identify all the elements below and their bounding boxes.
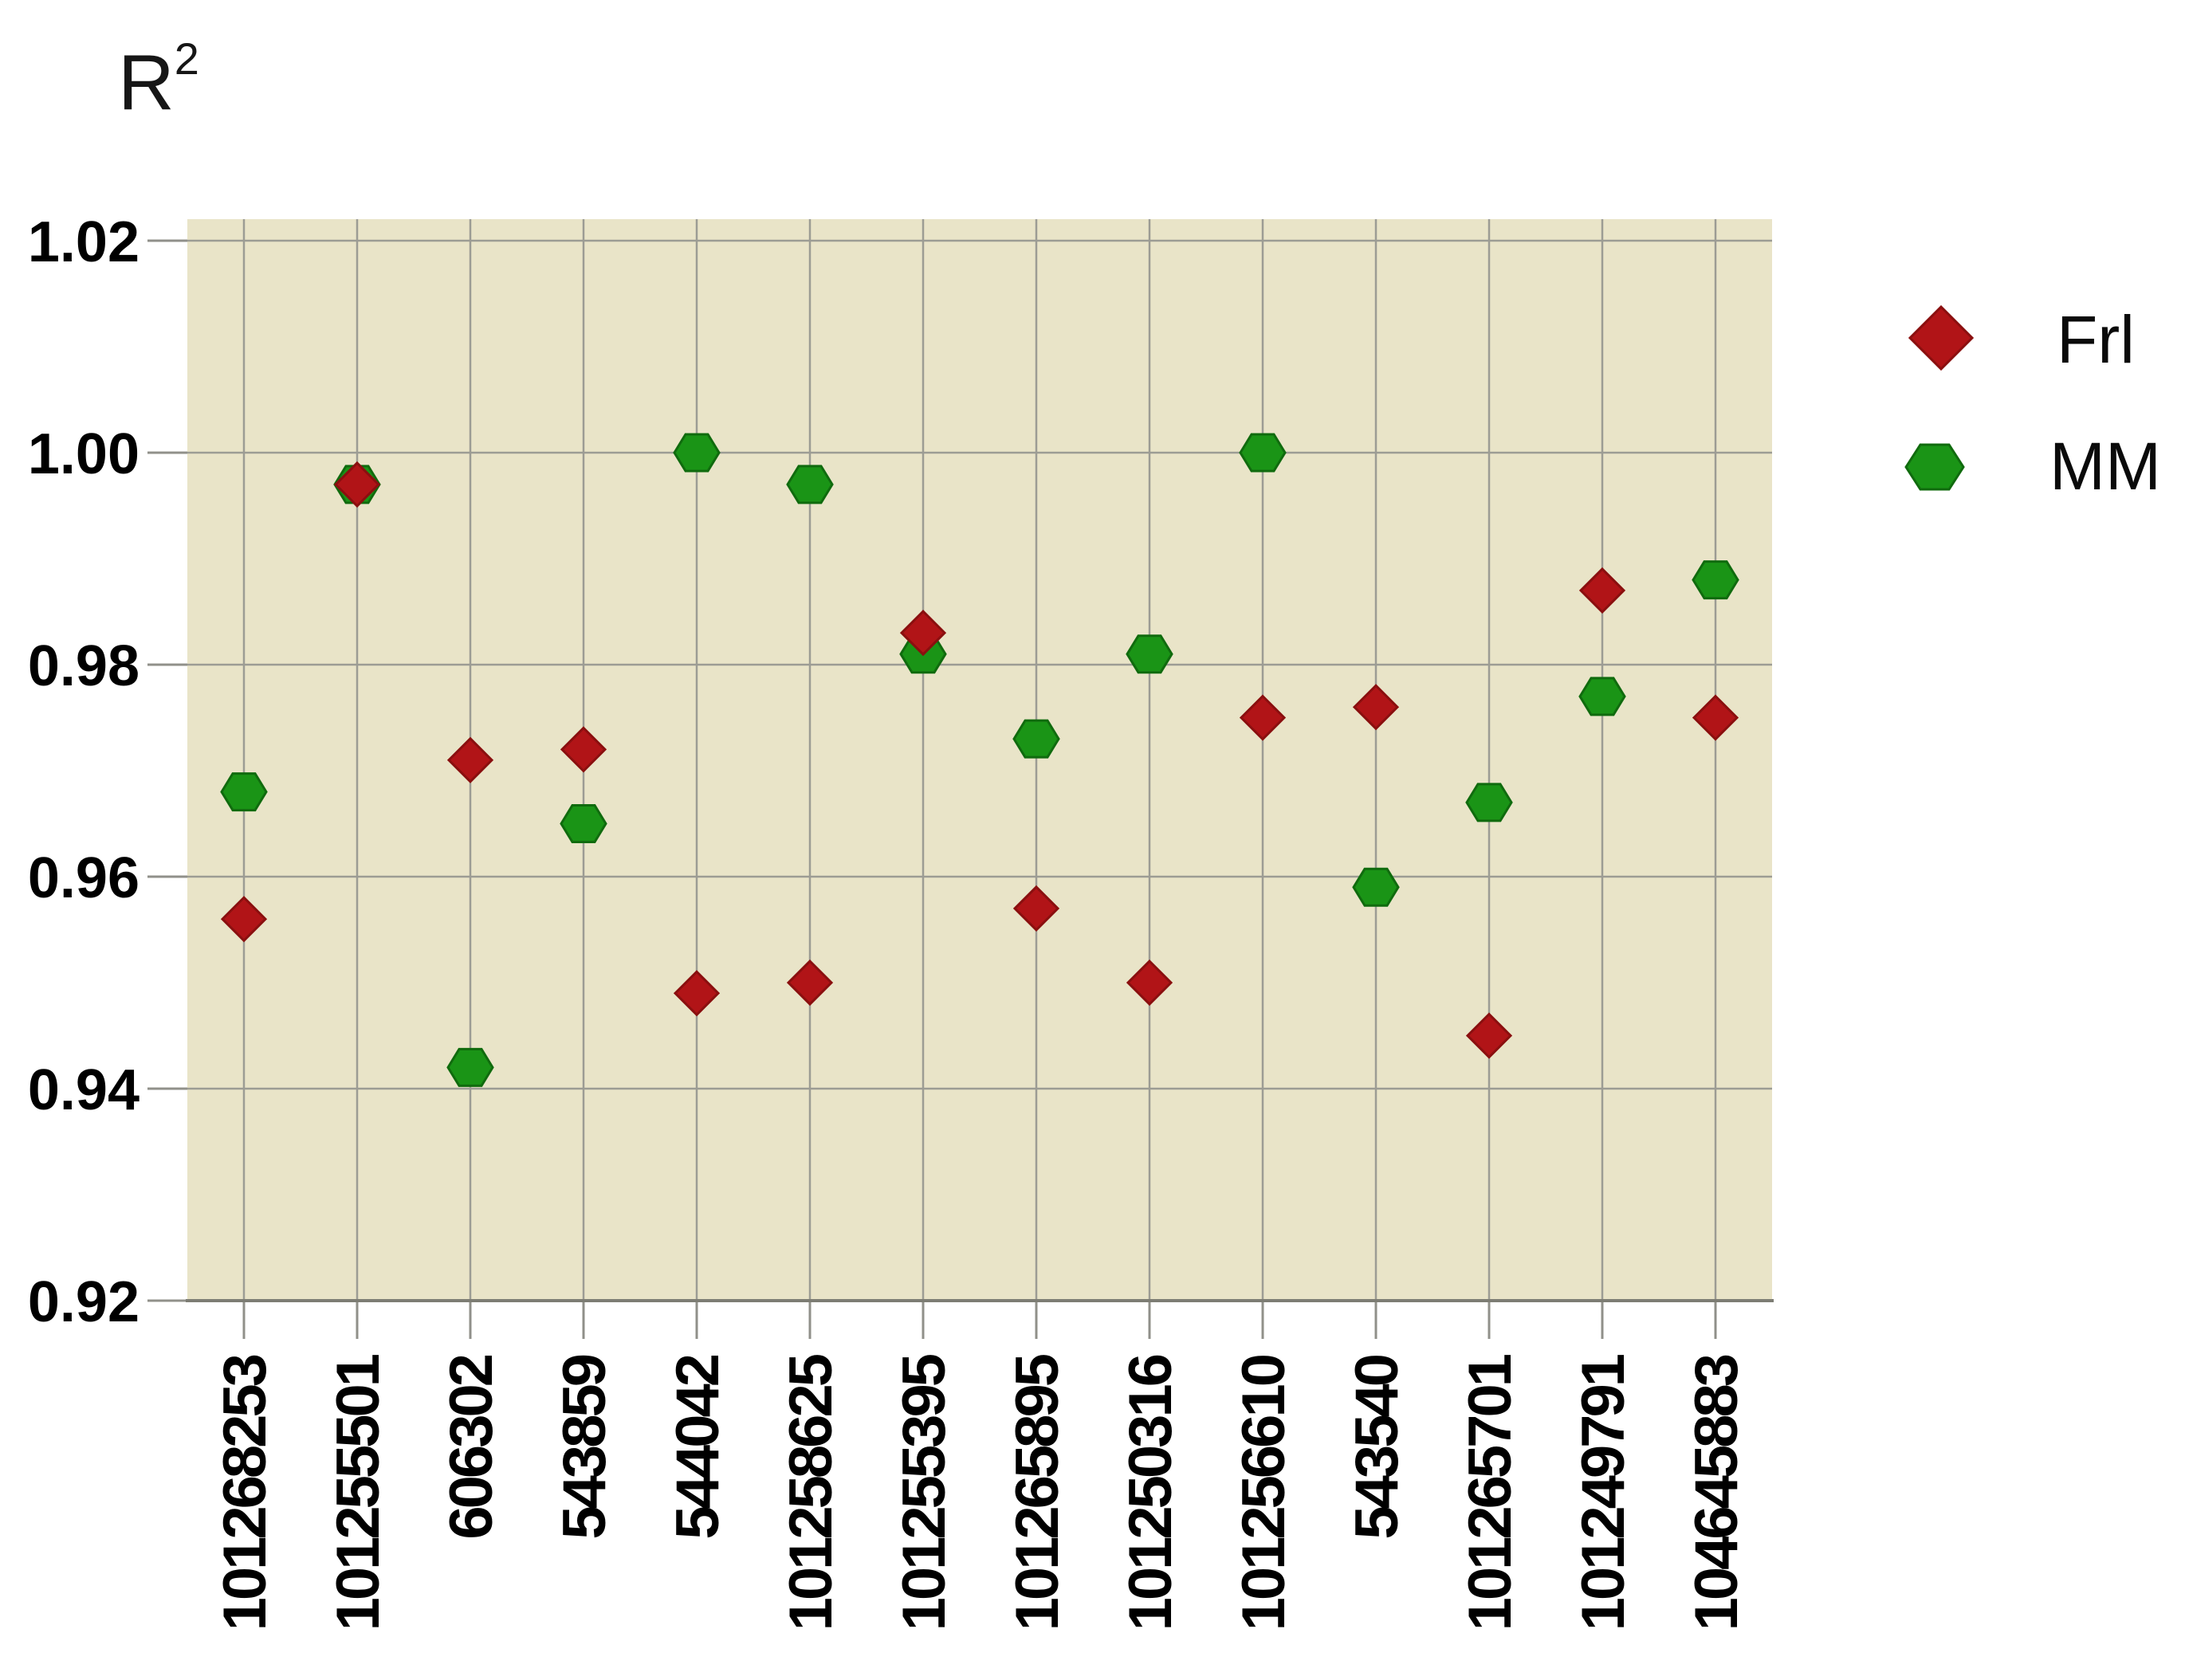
- chart-title-base: R: [118, 38, 175, 126]
- x-tick-label: 101255395: [890, 1354, 958, 1631]
- frl-marker: [333, 461, 381, 508]
- mm-marker: [786, 465, 834, 504]
- mm-marker: [1012, 719, 1060, 759]
- frl-marker: [446, 736, 494, 783]
- frl-marker: [220, 896, 268, 943]
- x-tick-label: 101249791: [1570, 1354, 1637, 1631]
- y-tick-label: 1.00: [28, 422, 140, 486]
- legend-label-mm: MM: [2049, 429, 2161, 504]
- y-tick-label: 1.02: [28, 210, 140, 274]
- axis-labels: 1.02 1.00 0.98 0.96 0.94 0.92 101268253 1012555…: [28, 210, 1751, 1631]
- plot-area: [147, 219, 1774, 1339]
- x-tick-label: 543540: [1343, 1355, 1411, 1539]
- plot-background: [187, 219, 1772, 1301]
- mm-marker: [560, 804, 607, 843]
- frl-marker: [1692, 694, 1739, 741]
- x-tick-label: 544042: [664, 1355, 732, 1539]
- hexagon-icon: [1904, 443, 1965, 491]
- frl-marker: [899, 609, 947, 657]
- diamond-icon: [1908, 304, 1975, 371]
- x-tick-label: 606302: [438, 1355, 505, 1539]
- frl-marker: [560, 726, 607, 773]
- x-tick-label: 543859: [551, 1355, 619, 1539]
- x-tick-label: 101265701: [1456, 1354, 1524, 1631]
- mm-marker: [1578, 677, 1626, 716]
- y-tick-label: 0.94: [28, 1058, 140, 1122]
- mm-marker: [1126, 634, 1173, 674]
- frl-marker: [673, 970, 721, 1017]
- frl-marker: [1239, 694, 1287, 741]
- mm-marker: [220, 772, 268, 812]
- x-tick-label: 101258625: [777, 1354, 845, 1631]
- frl-marker: [1465, 1012, 1513, 1059]
- mm-marker: [446, 1047, 494, 1087]
- frl-marker: [1012, 885, 1060, 932]
- legend: Frl MM: [1904, 302, 2161, 504]
- x-tick-label: 101250316: [1117, 1355, 1185, 1631]
- mm-marker: [1692, 560, 1739, 600]
- frl-marker: [1352, 684, 1400, 731]
- y-tick-label: 0.96: [28, 846, 140, 910]
- chart-title: R2: [118, 33, 199, 126]
- frl-marker: [1126, 959, 1173, 1007]
- mm-marker: [1352, 867, 1400, 907]
- x-tick-label: 101268253: [211, 1355, 279, 1631]
- mm-marker: [1465, 783, 1513, 822]
- y-tick-label: 0.92: [28, 1270, 140, 1334]
- legend-label-frl: Frl: [2057, 302, 2135, 377]
- x-tick-label: 101265895: [1004, 1354, 1071, 1631]
- mm-marker: [1239, 433, 1287, 473]
- x-tick-label: 104645883: [1683, 1355, 1751, 1631]
- frl-marker: [1578, 567, 1626, 614]
- mm-marker: [673, 433, 721, 473]
- y-tick-label: 0.98: [28, 634, 140, 698]
- x-tick-label: 101255501: [324, 1354, 392, 1631]
- chart-title-superscript: 2: [175, 33, 199, 84]
- frl-marker: [786, 959, 834, 1007]
- x-tick-label: 101256610: [1230, 1355, 1298, 1631]
